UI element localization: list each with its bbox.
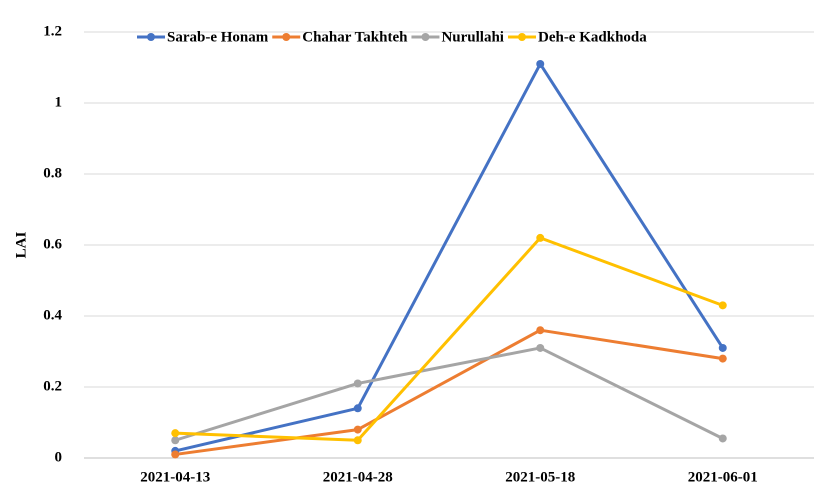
point: [536, 326, 545, 335]
y-tick-label: 0.4: [43, 307, 62, 323]
legend-marker: [517, 33, 526, 41]
legend-label: Sarab-e Honam: [167, 29, 269, 45]
series-line: [174, 62, 725, 453]
y-tick-label: 1.2: [43, 23, 62, 39]
point: [353, 425, 362, 434]
point: [718, 354, 727, 363]
x-tick-label: 2021-04-13: [140, 469, 210, 485]
y-tick-label: 0.8: [43, 165, 62, 181]
series-line: [174, 346, 724, 442]
point: [718, 434, 727, 443]
legend-label: Deh-e Kadkhoda: [538, 29, 647, 45]
legend-label: Chahar Takhteh: [302, 29, 408, 45]
y-axis-label: LAI: [13, 232, 29, 259]
series-line: [175, 236, 724, 442]
point: [353, 404, 362, 413]
legend-marker: [421, 33, 430, 41]
y-tick-label: 0.6: [43, 236, 62, 252]
y-tick-label: 1: [55, 94, 63, 110]
point: [536, 233, 545, 242]
point: [353, 379, 362, 388]
point: [536, 343, 545, 352]
point: [718, 301, 727, 310]
x-tick-label: 2021-05-18: [505, 469, 575, 485]
point: [536, 59, 545, 68]
x-tick-label: 2021-04-28: [323, 469, 393, 485]
y-tick-label: 0: [55, 449, 63, 465]
legend-marker: [147, 33, 155, 41]
y-tick-label: 0.2: [43, 378, 62, 394]
point: [718, 343, 727, 352]
point: [171, 436, 180, 445]
point: [353, 436, 362, 445]
point: [171, 429, 180, 438]
legend-marker: [282, 33, 291, 41]
point: [171, 450, 180, 459]
x-tick-label: 2021-06-01: [688, 469, 758, 485]
legend-label: Nurullahi: [441, 29, 504, 45]
series-line: [175, 328, 723, 456]
